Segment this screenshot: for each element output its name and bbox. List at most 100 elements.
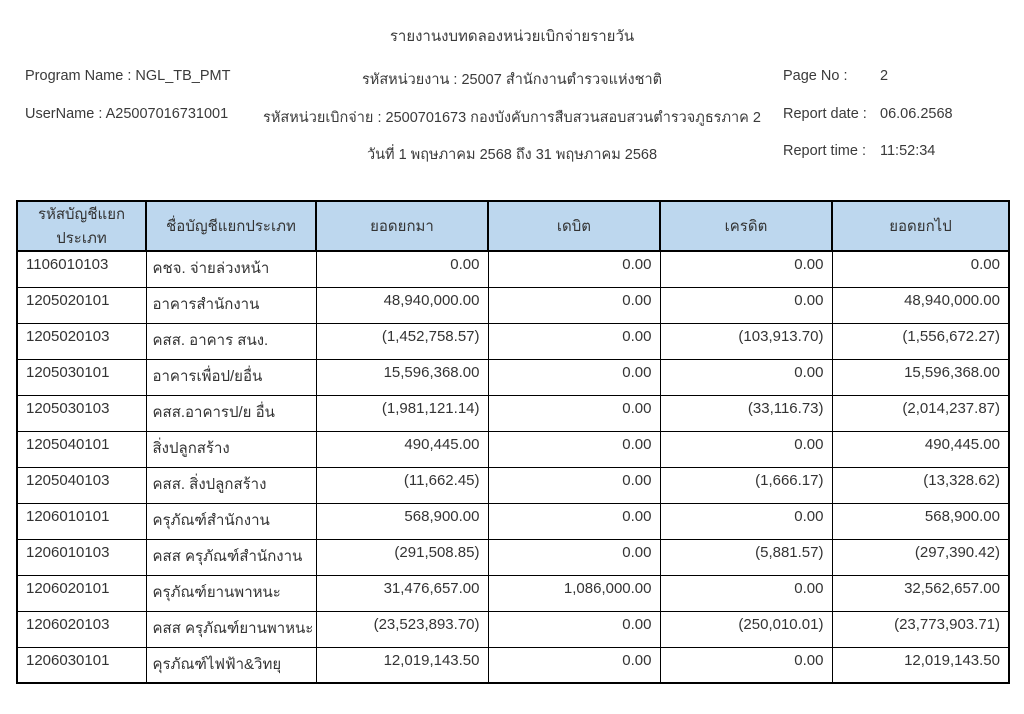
report-date-value: 06.06.2568 (880, 106, 953, 122)
account-name-cell: อาคารสำนักงาน (145, 286, 317, 324)
amount-cell: (13,328.62) (831, 466, 1010, 504)
amount-cell: (1,556,672.27) (831, 322, 1010, 360)
amount-cell: 0.00 (487, 286, 661, 324)
account-code-cell: 1205020101 (16, 286, 147, 324)
trial-balance-table: รหัสบัญชีแยกประเภท ชื่อบัญชีแยกประเภท ยอดย… (16, 200, 1010, 684)
amount-cell: 0.00 (487, 358, 661, 396)
account-name-cell: คสส. อาคาร สนง. (145, 322, 317, 360)
amount-cell: (291,508.85) (315, 538, 489, 576)
account-code-cell: 1205020103 (16, 322, 147, 360)
amount-cell: (297,390.42) (831, 538, 1010, 576)
report-date-label: Report date : (783, 106, 867, 122)
account-code-cell: 1205040103 (16, 466, 147, 504)
amount-cell: (1,452,758.57) (315, 322, 489, 360)
amount-cell: 0.00 (487, 610, 661, 648)
page-no-label: Page No : (783, 68, 848, 84)
account-name-cell: คสส.อาคารป/ย อื่น (145, 394, 317, 432)
table-body: 1106010103 คชจ. จ่ายล่วงหน้า 0.00 0.00 0.00 0… (16, 250, 1010, 684)
amount-cell: 0.00 (315, 250, 489, 288)
amount-cell: 0.00 (831, 250, 1010, 288)
amount-cell: 0.00 (659, 250, 833, 288)
amount-cell: 12,019,143.50 (831, 646, 1010, 684)
amount-cell: 0.00 (487, 394, 661, 432)
amount-cell: (23,523,893.70) (315, 610, 489, 648)
table-row: 1206020101 ครุภัณฑ์ยานพาหนะ 31,476,657.00 1… (16, 574, 1010, 612)
amount-cell: 0.00 (659, 574, 833, 612)
table-row: 1206020103 คสส ครุภัณฑ์ยานพาหนะ (23,523,89… (16, 610, 1010, 648)
account-name-cell: อาคารเพื่อป/ยอื่น (145, 358, 317, 396)
table-row: 1205030101 อาคารเพื่อป/ยอื่น 15,596,368.00… (16, 358, 1010, 396)
table-row: 1206010103 คสส ครุภัณฑ์สำนักงาน (291,508.8… (16, 538, 1010, 576)
amount-cell: 0.00 (659, 502, 833, 540)
amount-cell: (1,981,121.14) (315, 394, 489, 432)
amount-cell: 0.00 (659, 430, 833, 468)
account-code-cell: 1205030101 (16, 358, 147, 396)
amount-cell: 0.00 (487, 646, 661, 684)
amount-cell: (1,666.17) (659, 466, 833, 504)
table-row: 1205040103 คสส. สิ่งปลูกสร้าง (11,662.45) 0… (16, 466, 1010, 504)
amount-cell: 15,596,368.00 (831, 358, 1010, 396)
table-header-row: รหัสบัญชีแยกประเภท ชื่อบัญชีแยกประเภท ยอดย… (16, 200, 1010, 252)
amount-cell: 1,086,000.00 (487, 574, 661, 612)
table-row: 1206010101 ครุภัณฑ์สำนักงาน 568,900.00 0.00… (16, 502, 1010, 540)
amount-cell: (103,913.70) (659, 322, 833, 360)
user-name: UserName : A25007016731001 (25, 106, 229, 122)
agency-code-line: รหัสหน่วยงาน : 25007 สำนักงานตำรวจแห่งชา… (361, 72, 663, 88)
amount-cell: 0.00 (659, 646, 833, 684)
account-name-cell: คสส ครุภัณฑ์ยานพาหนะ (145, 610, 317, 648)
amount-cell: 0.00 (487, 430, 661, 468)
amount-cell: 48,940,000.00 (831, 286, 1010, 324)
amount-cell: (11,662.45) (315, 466, 489, 504)
table-row: 1205020103 คสส. อาคาร สนง. (1,452,758.57) 0… (16, 322, 1010, 360)
account-name-cell: คสส. สิ่งปลูกสร้าง (145, 466, 317, 504)
account-name-cell: คุรภัณฑ์ไฟฟ้า&วิทยุ (145, 646, 317, 684)
account-code-cell: 1205030103 (16, 394, 147, 432)
table-row: 1205030103 คสส.อาคารป/ย อื่น (1,981,121.14… (16, 394, 1010, 432)
amount-cell: 490,445.00 (315, 430, 489, 468)
amount-cell: 0.00 (659, 286, 833, 324)
amount-cell: 0.00 (487, 502, 661, 540)
page-no-value: 2 (880, 68, 889, 84)
amount-cell: (2,014,237.87) (831, 394, 1010, 432)
report-time-value: 11:52:34 (880, 143, 936, 159)
column-header-0: รหัสบัญชีแยกประเภท (16, 200, 147, 252)
amount-cell: 0.00 (659, 358, 833, 396)
disbursement-unit-line: รหัสหน่วยเบิกจ่าย : 2500701673 กองบังคับ… (263, 110, 761, 126)
amount-cell: 31,476,657.00 (315, 574, 489, 612)
account-name-cell: คชจ. จ่ายล่วงหน้า (145, 250, 317, 288)
amount-cell: 0.00 (487, 466, 661, 504)
account-name-cell: คสส ครุภัณฑ์สำนักงาน (145, 538, 317, 576)
report-title: รายงานงบทดลองหน่วยเบิกจ่ายรายวัน (389, 28, 635, 45)
account-name-cell: ครุภัณฑ์ยานพาหนะ (145, 574, 317, 612)
amount-cell: (5,881.57) (659, 538, 833, 576)
amount-cell: (23,773,903.71) (831, 610, 1010, 648)
account-name-cell: สิ่งปลูกสร้าง (145, 430, 317, 468)
amount-cell: 12,019,143.50 (315, 646, 489, 684)
program-name: Program Name : NGL_TB_PMT (25, 68, 231, 84)
account-code-cell: 1206030101 (16, 646, 147, 684)
account-code-cell: 1206020101 (16, 574, 147, 612)
amount-cell: 568,900.00 (831, 502, 1010, 540)
amount-cell: 568,900.00 (315, 502, 489, 540)
amount-cell: 32,562,657.00 (831, 574, 1010, 612)
amount-cell: 0.00 (487, 322, 661, 360)
table-row: 1205020101 อาคารสำนักงาน 48,940,000.00 0.00… (16, 286, 1010, 324)
amount-cell: (33,116.73) (659, 394, 833, 432)
amount-cell: 48,940,000.00 (315, 286, 489, 324)
account-code-cell: 1106010103 (16, 250, 147, 288)
column-header-5: ยอดยกไป (831, 200, 1010, 252)
amount-cell: (250,010.01) (659, 610, 833, 648)
report-time-label: Report time : (783, 143, 866, 159)
table-row: 1206030101 คุรภัณฑ์ไฟฟ้า&วิทยุ 12,019,143.… (16, 646, 1010, 684)
column-header-4: เครดิต (659, 200, 833, 252)
account-code-cell: 1206010101 (16, 502, 147, 540)
table-row: 1205040101 สิ่งปลูกสร้าง 490,445.00 0.00 0.0… (16, 430, 1010, 468)
table-row: 1106010103 คชจ. จ่ายล่วงหน้า 0.00 0.00 0.00 0… (16, 250, 1010, 288)
amount-cell: 0.00 (487, 538, 661, 576)
account-name-cell: ครุภัณฑ์สำนักงาน (145, 502, 317, 540)
account-code-cell: 1206010103 (16, 538, 147, 576)
account-code-cell: 1206020103 (16, 610, 147, 648)
amount-cell: 15,596,368.00 (315, 358, 489, 396)
date-range-line: วันที่ 1 พฤษภาคม 2568 ถึง 31 พฤษภาคม 256… (366, 147, 658, 163)
